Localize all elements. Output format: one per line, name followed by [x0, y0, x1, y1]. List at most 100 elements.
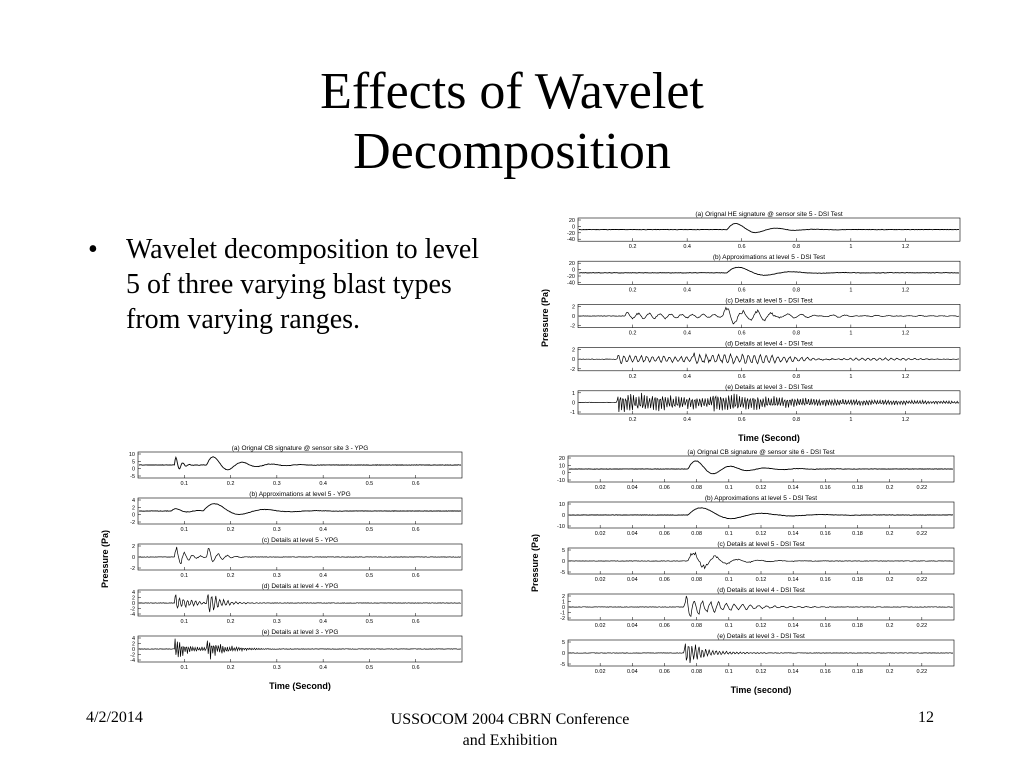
panel-frame: [577, 217, 961, 242]
y-tick-label: -1: [570, 410, 575, 416]
x-tick-label: 0.3: [273, 481, 281, 487]
x-tick-label: 0.8: [792, 374, 800, 380]
x-tick-label: 0.4: [319, 665, 327, 671]
x-tick-label: 0.04: [627, 577, 638, 583]
x-tick-label: 0.06: [659, 531, 670, 537]
x-tick-label: 0.12: [756, 669, 767, 675]
cb_ypg-x-axis-label: Time (Second): [269, 681, 331, 691]
y-tick-label: -2: [130, 653, 135, 659]
x-tick-label: 0.14: [788, 531, 799, 537]
panel-title: (c) Details at level 5 - DSI Test: [717, 541, 804, 548]
cb_dsi-panel-5: (e) Details at level 3 - DSI Test 5 0 -5 0.0…: [560, 633, 955, 675]
y-tick-label: 0: [572, 314, 575, 320]
x-tick-label: 0.5: [366, 619, 374, 625]
x-tick-label: 0.06: [659, 485, 670, 491]
cb_ypg-panel-1: (a) Orignal CB signature @ sensor site 3…: [129, 445, 463, 487]
x-tick-label: 0.18: [852, 531, 863, 537]
bullet-dot-icon: •: [88, 234, 98, 265]
cb_dsi-panel-4: (d) Details at level 4 - DSI Test 210-1-2…: [560, 587, 955, 629]
y-tick-label: -4: [130, 658, 135, 664]
x-tick-label: 0.2: [629, 287, 637, 293]
x-tick-label: 0.16: [820, 669, 831, 675]
y-tick-label: 10: [559, 463, 565, 469]
signal-trace: [579, 266, 960, 276]
panel-title: (a) Orignal HE signature @ sensor site 5…: [695, 211, 843, 218]
x-tick-label: 0.5: [366, 527, 374, 533]
y-tick-label: -40: [567, 280, 575, 286]
cb_ypg-panel-3: (c) Details at level 5 - YPG 2 0 -2 0.1 0.2 0.…: [130, 537, 463, 579]
cb_dsi-y-axis-label: Pressure (Pa): [530, 534, 540, 592]
cb_ypg-panel-2: (b) Approximations at level 5 - YPG 42 0-2…: [130, 491, 463, 533]
x-tick-label: 0.02: [595, 577, 606, 583]
panel-title: (b) Approximations at level 5 - YPG: [249, 491, 350, 498]
figure-he-signature: Pressure (Pa) (a) Orignal HE signature @ …: [538, 206, 966, 444]
y-tick-label: -40: [567, 237, 575, 243]
x-tick-label: 0.6: [738, 417, 746, 423]
signal-trace: [569, 507, 954, 520]
he-panel-3: (c) Details at level 5 - DSI Test 2 0 -2 0.2…: [570, 297, 961, 337]
panel-title: (b) Approximations at level 5 - DSI Test: [713, 254, 825, 261]
x-tick-label: 0.6: [412, 573, 420, 579]
x-tick-label: 0.5: [366, 665, 374, 671]
y-tick-label: -1: [560, 611, 565, 617]
signal-trace: [568, 551, 954, 570]
slide-title-line-2: Decomposition: [353, 123, 671, 180]
x-tick-label: 0.8: [792, 287, 800, 293]
x-tick-label: 0.04: [627, 531, 638, 537]
x-tick-label: 0.1: [180, 619, 188, 625]
x-tick-label: 0.1: [180, 573, 188, 579]
cb_dsi-svg: Pressure (Pa) (a) Orignal CB signature @ …: [530, 449, 955, 695]
y-tick-label: 20: [569, 218, 575, 224]
x-tick-label: 0.16: [820, 577, 831, 583]
y-tick-label: 10: [129, 452, 135, 458]
x-tick-label: 0.2: [227, 619, 235, 625]
y-tick-label: 5: [562, 548, 565, 554]
x-tick-label: 0.5: [366, 573, 374, 579]
x-tick-label: 0.08: [691, 577, 702, 583]
x-tick-label: 0.18: [852, 669, 863, 675]
x-tick-label: 0.14: [788, 485, 799, 491]
x-tick-label: 0.02: [595, 623, 606, 629]
x-tick-label: 0.22: [916, 485, 927, 491]
footer-conference: USSOCOM 2004 CBRN Conference and Exhibit…: [350, 709, 670, 751]
panel-title: (a) Orignal CB signature @ sensor site 3…: [232, 445, 369, 452]
x-tick-label: 0.16: [820, 623, 831, 629]
x-tick-label: 0.4: [683, 374, 691, 380]
signal-trace: [578, 392, 960, 413]
y-tick-label: 0: [572, 224, 575, 230]
x-tick-label: 0.02: [595, 669, 606, 675]
cb_dsi-x-axis-label: Time (second): [731, 685, 792, 695]
y-tick-label: 0: [572, 268, 575, 274]
x-tick-label: 0.1: [725, 623, 733, 629]
y-tick-label: -4: [130, 612, 135, 618]
footer-conference-line-2: and Exhibition: [462, 732, 558, 749]
x-tick-label: 0.02: [595, 485, 606, 491]
x-tick-label: 0.4: [319, 619, 327, 625]
x-tick-label: 0.1: [180, 527, 188, 533]
y-tick-label: -20: [567, 231, 575, 237]
figure-cb-ypg-signature: Pressure (Pa) (a) Orignal CB signature @ …: [98, 440, 468, 692]
x-tick-label: 1.2: [902, 287, 910, 293]
x-tick-label: 0.3: [273, 619, 281, 625]
panel-title: (e) Details at level 3 - DSI Test: [717, 633, 805, 640]
x-tick-label: 0.3: [273, 527, 281, 533]
panel-title: (d) Details at level 4 - YPG: [262, 583, 339, 590]
cb_ypg-panel-4: (d) Details at level 4 - YPG 420-2-4 0.1 0.…: [130, 583, 463, 625]
bullet-list: • Wavelet decomposition to level 5 of th…: [88, 232, 498, 337]
x-tick-label: 0.2: [629, 244, 637, 250]
he-panel-2: (b) Approximations at level 5 - DSI Test…: [567, 254, 961, 293]
he-x-axis-label: Time (Second): [738, 433, 800, 443]
cb_ypg-panel-5: (e) Details at level 3 - YPG 420-2-4 0.1 0.…: [130, 629, 463, 671]
x-tick-label: 0.14: [788, 577, 799, 583]
x-tick-label: 0.2: [227, 527, 235, 533]
he-svg: Pressure (Pa) (a) Orignal HE signature @ …: [540, 211, 961, 443]
x-tick-label: 0.3: [273, 573, 281, 579]
x-tick-label: 0.1: [725, 485, 733, 491]
x-tick-label: 0.04: [627, 669, 638, 675]
signal-trace: [139, 546, 462, 565]
x-tick-label: 0.16: [820, 485, 831, 491]
y-tick-label: -2: [130, 520, 135, 526]
y-tick-label: 20: [559, 456, 565, 462]
y-tick-label: 2: [132, 642, 135, 648]
signal-trace: [578, 352, 959, 365]
